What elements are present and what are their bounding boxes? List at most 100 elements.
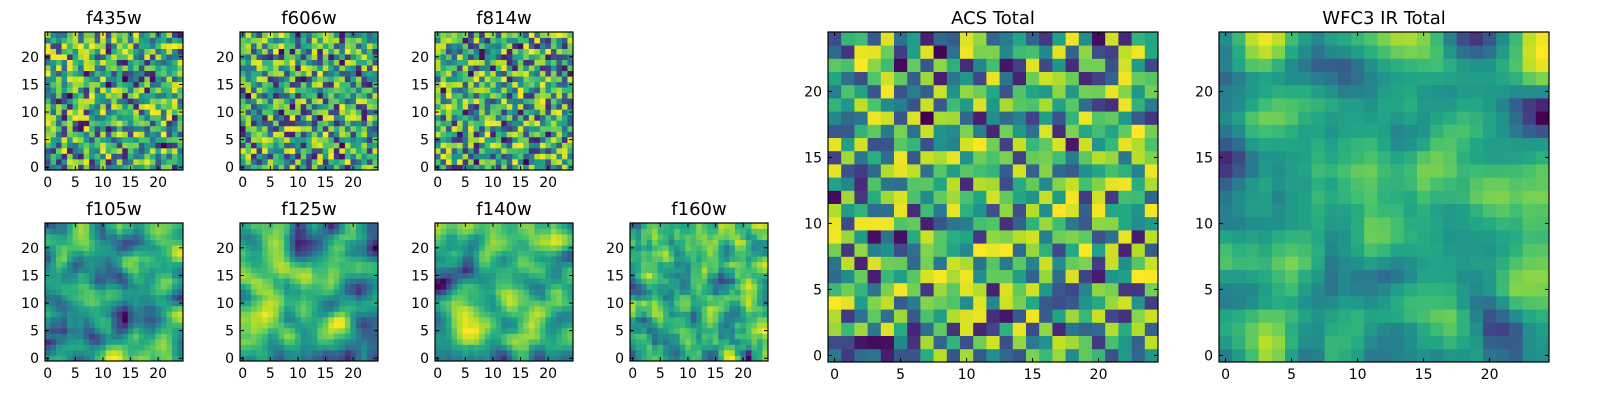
heatmap-cell: [462, 327, 469, 334]
heatmap-cell: [512, 103, 519, 110]
heatmap-cell: [160, 120, 167, 127]
heatmap-cell: [240, 322, 246, 329]
heatmap-cell: [116, 349, 123, 356]
heatmap-cell: [973, 190, 987, 204]
heatmap-cell: [446, 228, 452, 235]
heatmap-cell: [762, 338, 769, 345]
heatmap-cell: [920, 335, 934, 350]
heatmap-cell: [468, 70, 475, 77]
heatmap-cell: [344, 289, 351, 296]
heatmap-cell: [262, 70, 268, 77]
heatmap-cell: [83, 131, 90, 138]
heatmap-cell: [149, 120, 156, 127]
heatmap-cell: [78, 103, 85, 110]
heatmap-cell: [652, 305, 658, 312]
heatmap-cell: [907, 282, 921, 297]
heatmap-cell: [366, 125, 373, 132]
heatmap-cell: [539, 305, 546, 312]
heatmap-cell: [300, 37, 307, 44]
heatmap-cell: [986, 322, 1000, 336]
heatmap-cell: [256, 76, 263, 83]
heatmap-cell: [446, 92, 452, 99]
heatmap-cell: [160, 109, 167, 116]
heatmap-cell: [484, 125, 491, 132]
heatmap-cell: [317, 300, 324, 307]
heatmap-cell: [756, 228, 763, 235]
heatmap-cell: [289, 70, 296, 77]
heatmap-cell: [718, 316, 725, 323]
heatmap-cell: [133, 37, 140, 44]
heatmap-cell: [740, 333, 747, 340]
heatmap-cell: [56, 333, 62, 340]
heatmap-cell: [652, 228, 658, 235]
heatmap-cell: [111, 355, 118, 362]
heatmap-cell: [45, 344, 51, 351]
heatmap-cell: [122, 164, 129, 171]
heatmap-cell: [894, 335, 908, 350]
heatmap-cell: [556, 81, 563, 88]
heatmap-cell: [300, 103, 307, 110]
heatmap-cell: [278, 223, 285, 229]
heatmap-cell: [512, 32, 519, 38]
heatmap-cell: [333, 147, 340, 154]
heatmap-cell: [457, 267, 463, 274]
heatmap-cell: [94, 109, 101, 116]
heatmap-cell: [674, 327, 681, 334]
heatmap-cell: [127, 92, 134, 99]
heatmap-cell: [328, 267, 335, 274]
heatmap-cell: [355, 109, 362, 116]
heatmap-cell: [435, 114, 441, 121]
heatmap-cell: [328, 349, 335, 356]
heatmap-cell: [240, 349, 246, 356]
heatmap-cell: [539, 316, 546, 323]
heatmap-cell: [867, 282, 882, 297]
heatmap-cell: [78, 300, 85, 307]
heatmap-cell: [435, 261, 441, 268]
heatmap-cell: [111, 278, 118, 285]
heatmap-cell: [451, 333, 458, 340]
heatmap-cell: [133, 234, 140, 240]
heatmap-cell: [94, 70, 101, 77]
heatmap-cell: [61, 48, 68, 55]
heatmap-cell: [50, 272, 57, 279]
heatmap-cell: [712, 338, 719, 345]
heatmap-cell: [473, 136, 480, 143]
heatmap-cell: [435, 305, 441, 312]
heatmap-cell: [267, 250, 274, 257]
heatmap-cell: [550, 355, 557, 362]
heatmap-cell: [468, 256, 475, 263]
heatmap-cell: [446, 136, 452, 143]
heatmap-cell: [920, 269, 934, 284]
heatmap-cell: [311, 109, 318, 116]
heatmap-cell: [155, 289, 162, 296]
heatmap-cell: [490, 142, 497, 149]
heatmap-cell: [322, 81, 329, 88]
heatmap-cell: [160, 92, 167, 99]
heatmap-cell: [83, 92, 90, 99]
heatmap-cell: [149, 114, 156, 121]
heatmap-cell: [451, 158, 458, 165]
y-tick-label: 10: [21, 105, 39, 121]
heatmap-cell: [328, 65, 335, 72]
heatmap-cell: [166, 48, 173, 55]
heatmap-cell: [133, 164, 140, 171]
heatmap-cell: [751, 267, 758, 274]
heatmap-cell: [322, 349, 329, 356]
heatmap-cell: [144, 114, 151, 121]
heatmap-cell: [83, 136, 90, 143]
heatmap-cell: [468, 333, 475, 340]
heatmap-cell: [751, 278, 758, 285]
heatmap-cell: [446, 234, 452, 240]
heatmap-cell: [116, 153, 123, 160]
heatmap-cell: [723, 322, 730, 329]
heatmap-cell: [328, 355, 335, 362]
heatmap-cell: [61, 98, 68, 105]
heatmap-cell: [89, 65, 96, 72]
heatmap-cell: [116, 158, 123, 165]
heatmap-cell: [657, 344, 664, 351]
heatmap-cell: [256, 305, 263, 312]
heatmap-cell: [946, 216, 961, 231]
heatmap-cell: [105, 228, 112, 235]
heatmap-cell: [718, 267, 725, 274]
